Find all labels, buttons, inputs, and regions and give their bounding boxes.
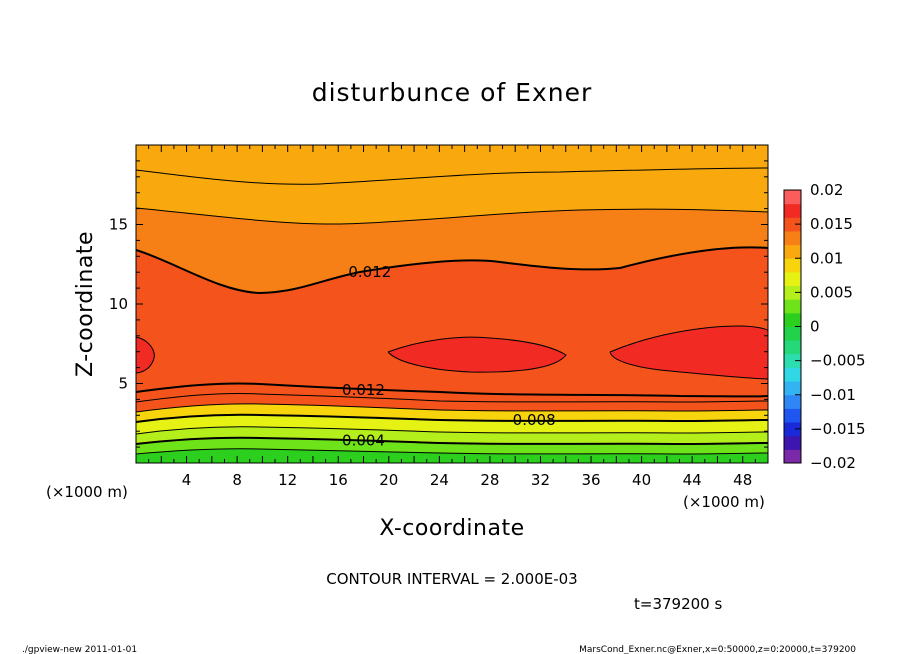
colorbar-tick-label: 0.02 xyxy=(810,181,843,199)
time-label: t=379200 s xyxy=(634,595,722,613)
footer-right: MarsCond_Exner.nc@Exner,x=0:50000,z=0:20… xyxy=(579,645,856,654)
contour-label: 0.004 xyxy=(342,432,385,450)
chart-title: disturbunce of Exner xyxy=(312,78,593,107)
colorbar-swatch xyxy=(784,367,801,382)
footer-left: ./gpview-new 2011-01-01 xyxy=(22,645,137,654)
colorbar-tick-label: −0.005 xyxy=(810,352,866,370)
band-0.014-0.016 xyxy=(610,326,768,379)
colorbar-swatch xyxy=(784,435,801,450)
y-tick-label: 10 xyxy=(109,295,128,313)
colorbar-swatch xyxy=(784,299,801,314)
colorbar-swatch xyxy=(784,449,801,464)
colorbar-swatch xyxy=(784,230,801,246)
contour-labels: 0.012 0.012 0.008 0.004 xyxy=(342,263,556,450)
x-tick-label: 44 xyxy=(683,471,702,489)
colorbar-swatch xyxy=(784,394,801,409)
colorbar-swatch xyxy=(784,203,801,218)
colorbar-swatch xyxy=(784,340,801,355)
colorbar-swatch xyxy=(784,258,801,273)
colorbar-swatch xyxy=(784,381,801,396)
x-tick-label: 24 xyxy=(430,471,449,489)
colorbar-tick-label: −0.01 xyxy=(810,386,856,404)
colorbar-swatch xyxy=(784,312,801,327)
x-tick-label: 12 xyxy=(278,471,297,489)
contour-label: 0.012 xyxy=(342,381,385,399)
x-tick-label: 8 xyxy=(232,471,242,489)
contour-interval: CONTOUR INTERVAL = 2.000E-03 xyxy=(326,570,577,588)
colorbar-tick-label: 0.01 xyxy=(810,249,843,267)
x-tick-label: 28 xyxy=(480,471,499,489)
colorbar-swatch xyxy=(784,190,801,205)
x-axis-title: X-coordinate xyxy=(379,516,524,541)
y-tick-label: 15 xyxy=(109,216,128,234)
colorbar: 0.02 0.015 0.01 0.005 0 −0.005 −0.01 −0.015 −0.0… xyxy=(783,181,866,472)
x-unit-left: (×1000 m) xyxy=(46,483,128,501)
colorbar-tick-label: −0.015 xyxy=(810,420,866,438)
x-tick-label: 20 xyxy=(379,471,398,489)
colorbar-tick-label: 0.005 xyxy=(810,283,853,301)
x-tick-label: 16 xyxy=(329,471,348,489)
colorbar-swatch xyxy=(784,326,801,341)
colorbar-swatch xyxy=(784,285,801,300)
colorbar-swatch xyxy=(784,353,801,368)
colorbar-tick-label: 0.015 xyxy=(810,215,853,233)
contour-lines xyxy=(135,167,769,455)
colorbar-tick-label: 0 xyxy=(810,318,820,336)
x-tick-label: 4 xyxy=(182,471,192,489)
y-axis: 5 10 15 xyxy=(109,160,768,448)
colorbar-swatch xyxy=(784,217,801,232)
x-tick-label: 36 xyxy=(581,471,600,489)
band-0.014-0.016 xyxy=(388,337,566,373)
x-unit-right: (×1000 m) xyxy=(683,493,765,511)
band-0.014-0.016 xyxy=(136,337,155,373)
colorbar-swatch xyxy=(784,244,801,259)
colorbar-tick-label: −0.02 xyxy=(810,454,856,472)
colorbar-swatch xyxy=(784,408,801,423)
x-tick-label: 48 xyxy=(733,471,752,489)
y-axis-title: Z-coordinate xyxy=(73,231,98,377)
x-tick-label: 40 xyxy=(632,471,651,489)
colorbar-swatch xyxy=(784,271,801,287)
x-axis: 4 8 12 16 20 24 28 32 36 40 44 48 xyxy=(148,145,756,489)
contour-label: 0.012 xyxy=(348,263,391,281)
colorbar-swatch xyxy=(784,422,801,437)
y-tick-label: 5 xyxy=(118,375,128,393)
x-tick-label: 32 xyxy=(531,471,550,489)
band-0.000-0.002 xyxy=(136,448,768,463)
contour-label: 0.008 xyxy=(513,411,556,429)
